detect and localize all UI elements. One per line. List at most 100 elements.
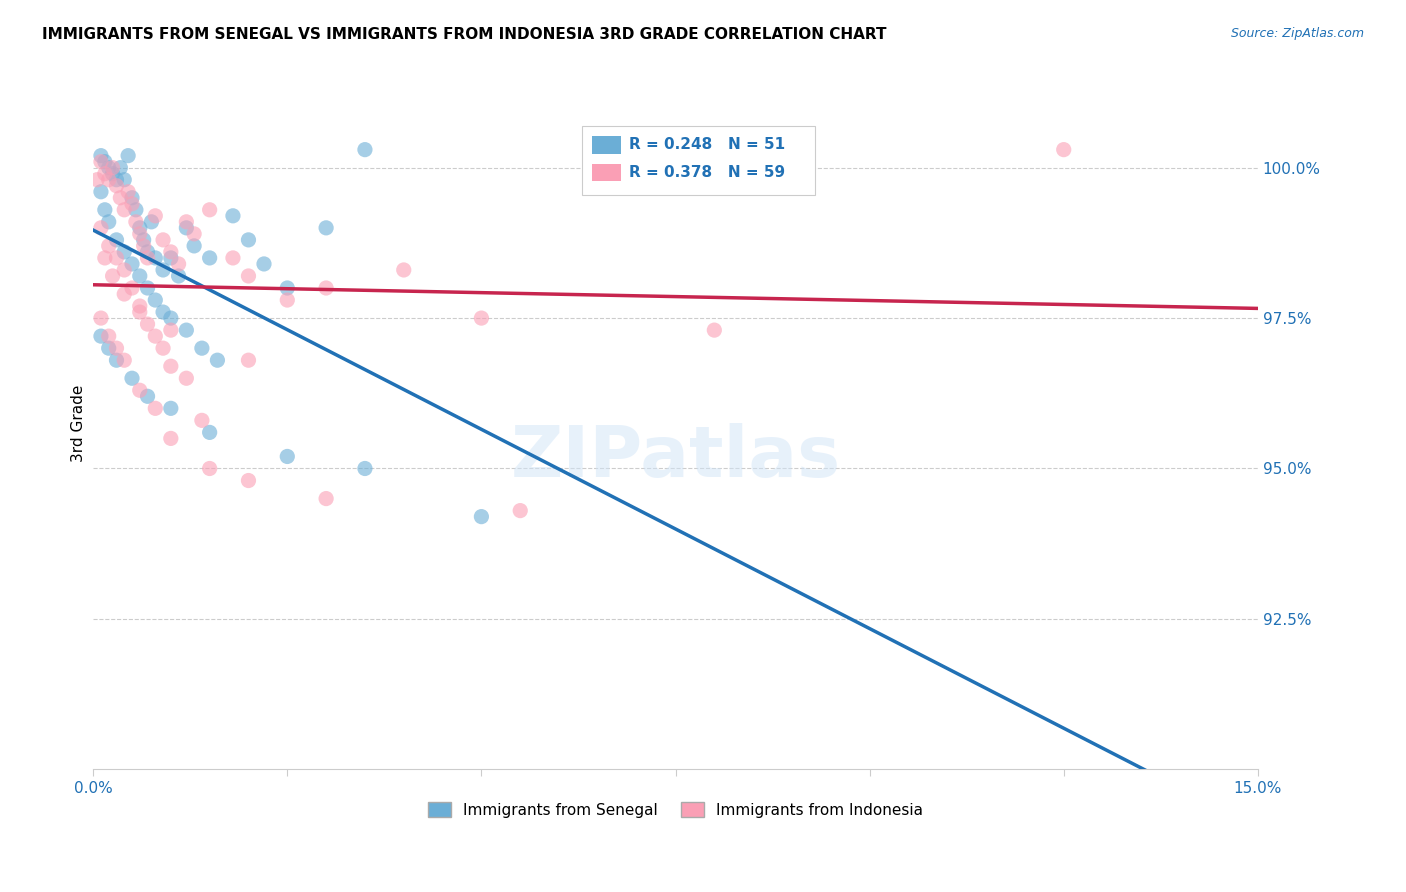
- Immigrants from Indonesia: [128, 299, 150, 313]
- Immigrants from Senegal: [128, 220, 150, 235]
- Immigrants from Senegal: [207, 353, 229, 368]
- Immigrants from Indonesia: [159, 323, 181, 337]
- Immigrants from Indonesia: [101, 161, 124, 175]
- Immigrants from Senegal: [90, 148, 112, 162]
- Immigrants from Senegal: [176, 220, 198, 235]
- Immigrants from Indonesia: [101, 268, 124, 283]
- Immigrants from Indonesia: [143, 209, 166, 223]
- FancyBboxPatch shape: [592, 164, 621, 181]
- Immigrants from Senegal: [143, 293, 166, 307]
- Immigrants from Senegal: [90, 185, 112, 199]
- Immigrants from Indonesia: [238, 268, 260, 283]
- Immigrants from Indonesia: [392, 263, 415, 277]
- Immigrants from Senegal: [183, 239, 205, 253]
- Immigrants from Senegal: [97, 215, 120, 229]
- Immigrants from Senegal: [470, 509, 492, 524]
- Immigrants from Senegal: [253, 257, 276, 271]
- Text: ZIPatlas: ZIPatlas: [510, 424, 841, 492]
- Immigrants from Indonesia: [143, 401, 166, 416]
- Immigrants from Indonesia: [238, 353, 260, 368]
- Immigrants from Indonesia: [238, 474, 260, 488]
- Immigrants from Senegal: [354, 143, 377, 157]
- Immigrants from Indonesia: [136, 317, 159, 331]
- Immigrants from Senegal: [198, 425, 221, 440]
- Immigrants from Indonesia: [222, 251, 245, 265]
- Immigrants from Senegal: [132, 233, 155, 247]
- Text: R = 0.248   N = 51: R = 0.248 N = 51: [628, 137, 785, 152]
- Immigrants from Indonesia: [94, 251, 117, 265]
- Immigrants from Senegal: [136, 244, 159, 259]
- Immigrants from Indonesia: [315, 491, 337, 506]
- Immigrants from Senegal: [97, 341, 120, 355]
- Immigrants from Senegal: [90, 329, 112, 343]
- Immigrants from Indonesia: [159, 244, 181, 259]
- Immigrants from Indonesia: [112, 263, 135, 277]
- Immigrants from Senegal: [94, 154, 117, 169]
- Immigrants from Senegal: [167, 268, 190, 283]
- Immigrants from Indonesia: [97, 239, 120, 253]
- Immigrants from Indonesia: [143, 329, 166, 343]
- Immigrants from Senegal: [176, 323, 198, 337]
- Immigrants from Senegal: [101, 167, 124, 181]
- Immigrants from Senegal: [141, 215, 163, 229]
- Immigrants from Indonesia: [159, 359, 181, 374]
- Immigrants from Indonesia: [112, 287, 135, 301]
- Immigrants from Senegal: [105, 353, 128, 368]
- Immigrants from Indonesia: [1053, 143, 1076, 157]
- Text: IMMIGRANTS FROM SENEGAL VS IMMIGRANTS FROM INDONESIA 3RD GRADE CORRELATION CHART: IMMIGRANTS FROM SENEGAL VS IMMIGRANTS FR…: [42, 27, 887, 42]
- Immigrants from Indonesia: [159, 431, 181, 445]
- Immigrants from Indonesia: [125, 215, 148, 229]
- Immigrants from Indonesia: [110, 191, 132, 205]
- Immigrants from Senegal: [191, 341, 214, 355]
- Immigrants from Indonesia: [105, 178, 128, 193]
- Immigrants from Indonesia: [105, 341, 128, 355]
- Immigrants from Senegal: [159, 401, 181, 416]
- Immigrants from Indonesia: [112, 202, 135, 217]
- Immigrants from Indonesia: [132, 239, 155, 253]
- Immigrants from Indonesia: [703, 323, 725, 337]
- Immigrants from Indonesia: [167, 257, 190, 271]
- Immigrants from Indonesia: [86, 172, 108, 186]
- Immigrants from Senegal: [159, 311, 181, 326]
- FancyBboxPatch shape: [592, 136, 621, 153]
- Immigrants from Indonesia: [94, 167, 117, 181]
- Immigrants from Indonesia: [315, 281, 337, 295]
- Immigrants from Senegal: [117, 148, 139, 162]
- Immigrants from Indonesia: [136, 251, 159, 265]
- Immigrants from Indonesia: [90, 154, 112, 169]
- Immigrants from Senegal: [121, 257, 143, 271]
- Immigrants from Senegal: [354, 461, 377, 475]
- Immigrants from Indonesia: [191, 413, 214, 427]
- Immigrants from Senegal: [198, 251, 221, 265]
- Immigrants from Indonesia: [198, 202, 221, 217]
- Immigrants from Senegal: [105, 172, 128, 186]
- Immigrants from Indonesia: [117, 185, 139, 199]
- FancyBboxPatch shape: [582, 126, 815, 195]
- Immigrants from Indonesia: [90, 311, 112, 326]
- Immigrants from Indonesia: [97, 172, 120, 186]
- Immigrants from Indonesia: [105, 251, 128, 265]
- Immigrants from Indonesia: [128, 384, 150, 398]
- Immigrants from Indonesia: [128, 305, 150, 319]
- Text: Source: ZipAtlas.com: Source: ZipAtlas.com: [1230, 27, 1364, 40]
- Immigrants from Senegal: [105, 233, 128, 247]
- Immigrants from Indonesia: [121, 281, 143, 295]
- Immigrants from Indonesia: [121, 196, 143, 211]
- Immigrants from Indonesia: [128, 227, 150, 241]
- Immigrants from Senegal: [94, 202, 117, 217]
- Immigrants from Senegal: [315, 220, 337, 235]
- Immigrants from Indonesia: [198, 461, 221, 475]
- Immigrants from Senegal: [136, 281, 159, 295]
- Immigrants from Indonesia: [152, 233, 174, 247]
- Immigrants from Indonesia: [626, 136, 648, 151]
- Immigrants from Senegal: [238, 233, 260, 247]
- Immigrants from Senegal: [125, 202, 148, 217]
- Immigrants from Senegal: [128, 268, 150, 283]
- Immigrants from Senegal: [97, 161, 120, 175]
- Immigrants from Senegal: [276, 450, 298, 464]
- Immigrants from Senegal: [112, 172, 135, 186]
- Immigrants from Indonesia: [97, 329, 120, 343]
- Immigrants from Indonesia: [152, 341, 174, 355]
- Immigrants from Indonesia: [276, 293, 298, 307]
- Immigrants from Senegal: [152, 263, 174, 277]
